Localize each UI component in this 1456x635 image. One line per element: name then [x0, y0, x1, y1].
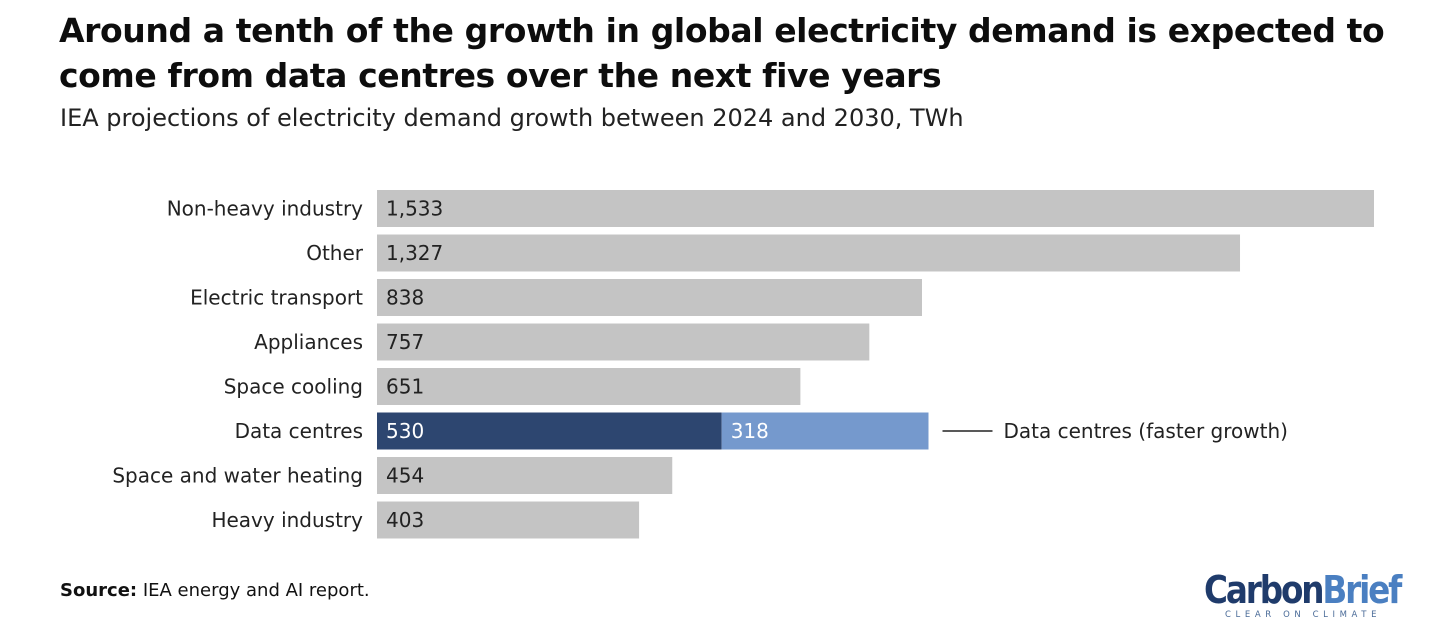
logo-word-brief: Brief	[1322, 568, 1402, 612]
logo-tagline: CLEAR ON CLIMATE	[1225, 610, 1382, 620]
chart-subtitle: IEA projections of electricity demand gr…	[60, 104, 964, 132]
bar-other	[377, 234, 1241, 272]
value-label-appliances: 757	[386, 330, 424, 354]
logo-word-carbon: Carbon	[1204, 568, 1325, 612]
annotation-faster-growth: Data centres (faster growth)	[1004, 419, 1288, 443]
bar-data-centres-faster-growth	[721, 412, 929, 450]
category-label-other: Other	[306, 241, 364, 265]
category-label-space-and-water-heating: Space and water heating	[112, 464, 363, 488]
source-note: Source: IEA energy and AI report.	[60, 580, 370, 601]
bar-heavy-industry	[377, 501, 640, 539]
bar-data-centres	[377, 412, 722, 450]
bar-space-and-water-heating	[377, 457, 673, 494]
bar-appliances	[377, 323, 870, 361]
value-label-space-and-water-heating: 454	[386, 464, 424, 488]
value-label-non-heavy-industry: 1,533	[386, 197, 443, 221]
value-label-space-cooling: 651	[386, 375, 424, 399]
category-label-heavy-industry: Heavy industry	[211, 508, 363, 532]
bar-chart: Non-heavy industry 1,533 Other 1,327 Electri…	[112, 190, 1374, 539]
bar-space-cooling	[377, 368, 801, 405]
bar-electric-transport	[377, 279, 923, 316]
source-text: IEA energy and AI report.	[142, 580, 370, 601]
logo-wordmark: CarbonBrief	[1204, 568, 1402, 612]
source-label: Source:	[60, 580, 138, 601]
bar-non-heavy-industry	[377, 190, 1374, 227]
value-label-other: 1,327	[386, 241, 443, 265]
category-label-electric-transport: Electric transport	[190, 286, 363, 310]
value-label-electric-transport: 838	[386, 286, 424, 310]
category-label-data-centres: Data centres	[235, 419, 363, 443]
value-label-data-centres: 530	[386, 419, 424, 443]
category-label-appliances: Appliances	[254, 330, 363, 354]
value-label-heavy-industry: 403	[386, 508, 424, 532]
value-label-data-centres-faster-growth: 318	[731, 419, 769, 443]
carbonbrief-logo: CarbonBrief CLEAR ON CLIMATE	[1204, 568, 1402, 624]
category-label-space-cooling: Space cooling	[224, 375, 363, 399]
chart-title: Around a tenth of the growth in global e…	[59, 11, 1385, 95]
category-label-non-heavy-industry: Non-heavy industry	[167, 197, 363, 221]
